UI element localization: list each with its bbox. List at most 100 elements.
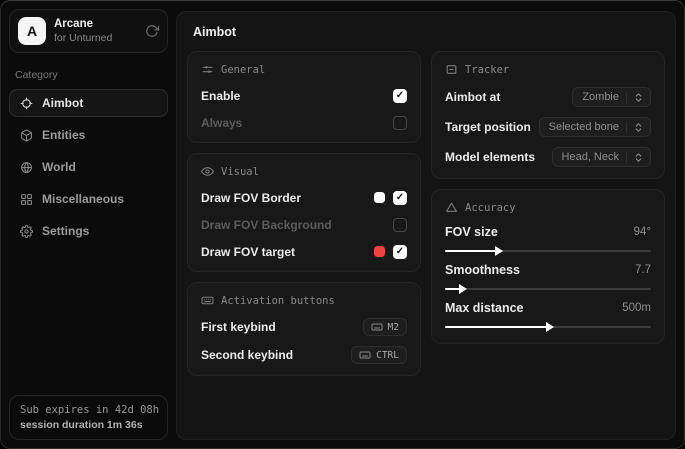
category-label: Category [15,69,58,81]
sidebar-item-miscellaneous[interactable]: Miscellaneous [9,185,168,213]
chevrons-up-down-icon [626,121,650,133]
keybind-value: CTRL [376,349,399,361]
session-duration-text: session duration 1m 36s [20,419,143,431]
max-distance-setting: Max distance 500m [445,301,651,332]
setting-label: Aimbot at [445,90,501,104]
visual-card: Visual Draw FOV Border Draw FOV Backgrou… [187,153,421,272]
max-distance-slider[interactable] [445,322,651,332]
dropdown-value: Head, Neck [561,151,619,163]
slider-thumb[interactable] [459,284,468,294]
smoothness-slider[interactable] [445,284,651,294]
dropdown-value: Zombie [582,91,619,103]
always-checkbox[interactable] [393,115,407,130]
subscription-info: Sub expires in 42d 08h session duration … [9,395,168,440]
gear-icon [20,224,33,238]
app-logo: A [18,17,46,45]
setting-label: Enable [201,88,241,103]
smoothness-setting: Smoothness 7.7 [445,263,651,294]
triangle-icon [445,201,458,214]
setting-row-fov-background: Draw FOV Background [201,216,407,233]
sidebar-item-label: Aimbot [42,96,84,110]
sidebar-item-world[interactable]: World [9,153,168,181]
setting-label: Draw FOV target [201,244,296,259]
setting-row-first-keybind: First keybind M2 [201,318,407,336]
column-right: Tracker Aimbot at Zombie Target position [431,51,665,376]
globe-icon [20,161,33,174]
crosshair-icon [20,97,33,110]
fov-border-checkbox[interactable] [393,190,407,205]
setting-row-model-elements: Model elements Head, Neck [445,147,651,167]
setting-row-second-keybind: Second keybind CTRL [201,346,407,364]
setting-row-fov-border: Draw FOV Border [201,189,407,206]
second-keybind-button[interactable]: CTRL [351,346,407,364]
setting-label: Target position [445,120,531,134]
sidebar-item-entities[interactable]: Entities [9,121,168,149]
slider-value: 500m [622,302,651,314]
color-swatch[interactable] [374,246,385,257]
sidebar-item-label: Entities [42,128,86,142]
setting-row-enable: Enable [201,87,407,104]
setting-row-target-position: Target position Selected bone [445,117,651,137]
card-title: Visual [221,165,259,178]
sidebar-nav: Aimbot Entities World Miscellaneous [9,89,168,245]
grid-icon [20,193,33,206]
setting-row-always: Always [201,114,407,131]
sidebar-item-label: World [42,160,76,174]
card-title: General [221,63,266,76]
sidebar: A Arcane for Unturned Category Aimbot [1,1,176,448]
card-title: Activation buttons [221,294,335,307]
accuracy-card: Accuracy FOV size 94° [431,189,665,344]
app-name: Arcane [54,18,93,31]
page-title: Aimbot [193,25,237,39]
sidebar-item-label: Miscellaneous [42,192,125,206]
model-elements-dropdown[interactable]: Head, Neck [551,147,651,167]
setting-label: Draw FOV Background [201,217,332,232]
sidebar-item-aimbot[interactable]: Aimbot [9,89,168,117]
slider-value: 7.7 [635,264,651,276]
eye-icon [201,165,214,178]
slider-thumb[interactable] [494,246,503,256]
general-card: General Enable Always [187,51,421,143]
setting-label: Second keybind [201,348,294,362]
app-subtitle: for Unturned [54,31,113,44]
color-swatch[interactable] [374,192,385,203]
slider-thumb[interactable] [546,322,554,332]
fov-size-slider[interactable] [445,246,651,256]
keyboard-icon [371,321,383,333]
main-panel: Aimbot General Enable Alw [176,11,676,440]
tracker-card: Tracker Aimbot at Zombie Target position [431,51,665,179]
setting-row-fov-target: Draw FOV target [201,243,407,260]
fov-background-checkbox[interactable] [393,217,407,232]
refresh-icon[interactable] [145,24,159,38]
chevrons-up-down-icon [626,91,650,103]
setting-label: First keybind [201,320,276,334]
setting-label: Always [201,115,243,130]
chevrons-up-down-icon [626,151,650,163]
sliders-icon [201,63,214,76]
fov-target-checkbox[interactable] [393,244,407,259]
keyboard-icon [359,349,371,361]
sub-expiry-text: Sub expires in 42d 08h [20,404,160,416]
enable-checkbox[interactable] [393,88,407,103]
sidebar-item-label: Settings [42,224,90,238]
slider-label: Max distance [445,301,524,315]
sidebar-item-settings[interactable]: Settings [9,217,168,245]
slider-label: FOV size [445,225,498,239]
card-title: Tracker [465,63,510,76]
setting-row-aimbot-at: Aimbot at Zombie [445,87,651,107]
activation-card: Activation buttons First keybind M2 Seco… [187,282,421,376]
entities-icon [20,129,33,142]
card-title: Accuracy [465,201,516,214]
column-left: General Enable Always [187,51,421,376]
aimbot-at-dropdown[interactable]: Zombie [572,87,651,107]
target-position-dropdown[interactable]: Selected bone [538,117,651,137]
slider-value: 94° [633,226,651,238]
first-keybind-button[interactable]: M2 [362,318,407,336]
dropdown-value: Selected bone [548,121,619,133]
setting-label: Model elements [445,150,536,164]
keybind-value: M2 [387,321,399,333]
scan-icon [445,63,458,76]
app-header: A Arcane for Unturned [9,9,168,53]
keyboard-icon [201,294,214,307]
